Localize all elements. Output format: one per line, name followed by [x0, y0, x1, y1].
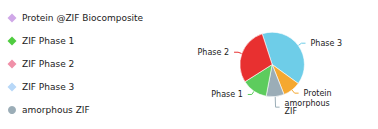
- svg-text:ZIF: ZIF: [285, 107, 298, 116]
- svg-text:ZIF Phase 2: ZIF Phase 2: [22, 59, 74, 69]
- svg-text:Protein @ZIF Biocomposite: Protein @ZIF Biocomposite: [22, 13, 144, 23]
- svg-text:Protein: Protein: [304, 89, 332, 98]
- svg-text:amorphous ZIF: amorphous ZIF: [22, 105, 90, 115]
- svg-text:amorphous: amorphous: [284, 98, 330, 108]
- svg-text:Phase 1: Phase 1: [211, 90, 243, 99]
- svg-text:ZIF Phase 3: ZIF Phase 3: [22, 82, 74, 92]
- svg-text:ZIF Phase 1: ZIF Phase 1: [22, 36, 74, 46]
- svg-text:Phase 2: Phase 2: [198, 48, 230, 57]
- svg-text:Phase 3: Phase 3: [310, 39, 342, 48]
